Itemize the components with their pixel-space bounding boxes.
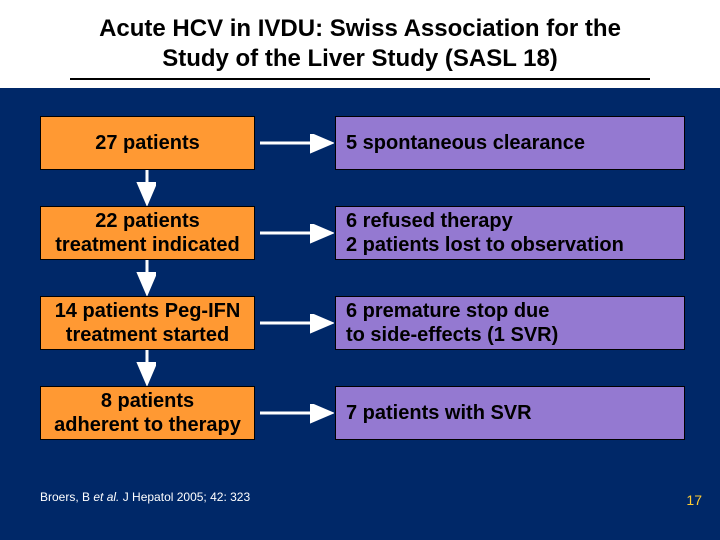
diagram-area: 27 patients 22 patientstreatment indicat… [0,88,720,518]
title-line1: Acute HCV in IVDU: Swiss Association for… [40,14,680,44]
citation-author: Broers, B [40,490,93,504]
slide-title: Acute HCV in IVDU: Swiss Association for… [0,0,720,88]
citation-rest: J Hepatol 2005; 42: 323 [119,490,250,504]
arrow-svg [0,88,720,518]
citation: Broers, B et al. J Hepatol 2005; 42: 323 [40,490,250,504]
title-line2: Study of the Liver Study (SASL 18) [40,44,680,74]
title-underline [70,78,650,80]
page-number: 17 [686,492,702,508]
citation-etal: et al. [93,490,119,504]
